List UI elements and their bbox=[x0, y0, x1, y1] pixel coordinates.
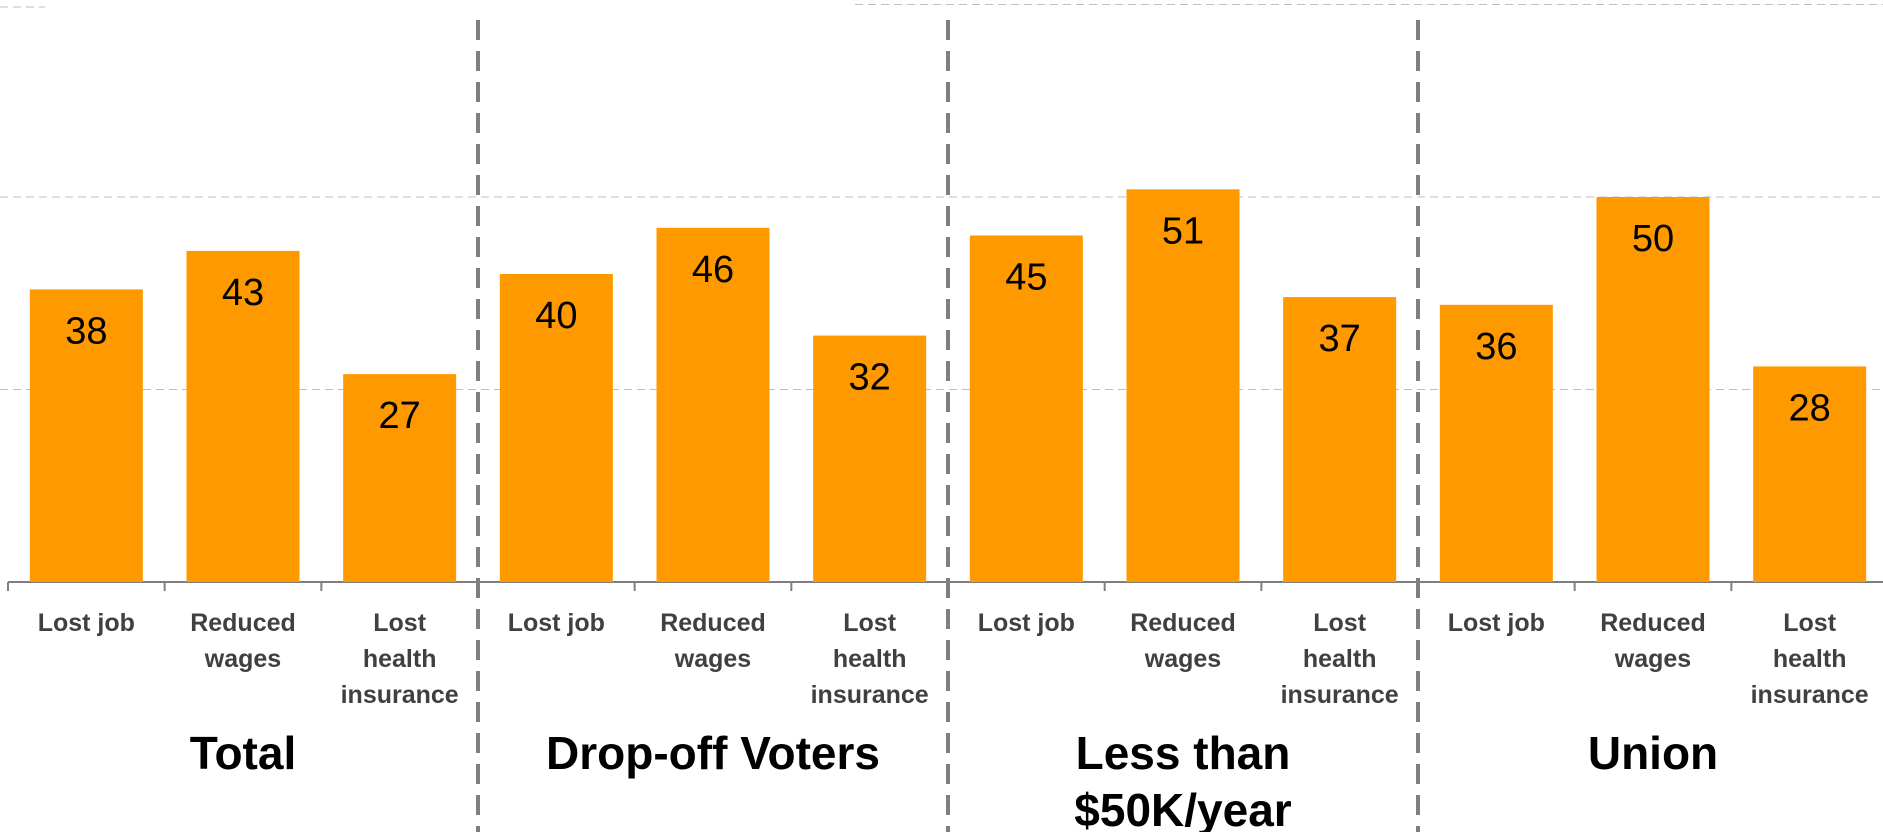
category-label-line: Lost job bbox=[508, 609, 605, 637]
category-label-line: Lost bbox=[843, 609, 896, 637]
category-label: Lost job bbox=[1448, 609, 1545, 637]
group-label: Total bbox=[190, 727, 296, 779]
bar-value-label: 27 bbox=[379, 395, 421, 437]
bar-value-label: 40 bbox=[535, 295, 577, 337]
bar-value-label: 46 bbox=[692, 249, 734, 291]
bar-value-label: 28 bbox=[1789, 387, 1831, 429]
group-label-line: Total bbox=[190, 727, 296, 779]
bar bbox=[29, 289, 143, 582]
group-label: Drop-off Voters bbox=[546, 727, 880, 779]
category-label-line: Reduced bbox=[190, 609, 296, 637]
category-label-line: wages bbox=[674, 645, 751, 673]
bar bbox=[1439, 304, 1553, 582]
category-label: Lost health insurance bbox=[1281, 609, 1399, 709]
bar bbox=[1126, 189, 1240, 583]
bar bbox=[1753, 366, 1867, 582]
category-label-line: insurance bbox=[811, 681, 929, 709]
category-label: Lost health insurance bbox=[341, 609, 459, 709]
category-label: Lost job bbox=[978, 609, 1075, 637]
category-label: Lost job bbox=[508, 609, 605, 637]
group-label-line: Union bbox=[1588, 727, 1718, 779]
bar bbox=[499, 274, 613, 582]
bar bbox=[656, 227, 770, 583]
category-label: Reduced wages bbox=[660, 609, 766, 673]
bar bbox=[969, 235, 1083, 582]
bar-value-label: 45 bbox=[1005, 257, 1047, 299]
category-label-line: Lost bbox=[1783, 609, 1836, 637]
group-label: Less than $50K/year bbox=[1074, 727, 1291, 832]
bar bbox=[1283, 297, 1397, 582]
bar-value-label: 36 bbox=[1475, 326, 1517, 368]
bar-value-label: 51 bbox=[1162, 210, 1204, 252]
category-label-line: Reduced bbox=[660, 609, 766, 637]
bar-value-label: 38 bbox=[65, 310, 107, 352]
category-label-line: Lost bbox=[1313, 609, 1366, 637]
category-label-line: health bbox=[1773, 645, 1847, 673]
category-label-line: Lost job bbox=[1448, 609, 1545, 637]
category-label-line: Lost job bbox=[978, 609, 1075, 637]
category-label-line: Reduced bbox=[1600, 609, 1706, 637]
category-label: Reduced wages bbox=[1130, 609, 1236, 673]
category-label-line: health bbox=[833, 645, 907, 673]
category-label-line: insurance bbox=[1751, 681, 1869, 709]
category-label: Lost health insurance bbox=[811, 609, 929, 709]
bar-value-label: 50 bbox=[1632, 218, 1674, 260]
category-label-line: wages bbox=[1144, 645, 1221, 673]
group-label-line: $50K/year bbox=[1074, 784, 1291, 832]
group-label-line: Drop-off Voters bbox=[546, 727, 880, 779]
bar-value-label: 37 bbox=[1319, 318, 1361, 360]
bar bbox=[1596, 197, 1710, 582]
category-label: Lost job bbox=[38, 609, 135, 637]
bar-value-label: 43 bbox=[222, 272, 264, 314]
category-label: Reduced wages bbox=[190, 609, 296, 673]
bar bbox=[813, 335, 927, 582]
category-label: Reduced wages bbox=[1600, 609, 1706, 673]
category-label-line: Lost bbox=[373, 609, 426, 637]
group-label: Union bbox=[1588, 727, 1718, 779]
category-label-line: insurance bbox=[341, 681, 459, 709]
category-label-line: wages bbox=[204, 645, 281, 673]
category-label-line: Reduced bbox=[1130, 609, 1236, 637]
bar bbox=[343, 374, 457, 582]
bar-value-label: 32 bbox=[849, 357, 891, 399]
category-label-line: Lost job bbox=[38, 609, 135, 637]
bar bbox=[186, 250, 300, 582]
category-label: Lost health insurance bbox=[1751, 609, 1869, 709]
category-label-line: insurance bbox=[1281, 681, 1399, 709]
category-label-line: wages bbox=[1614, 645, 1691, 673]
group-label-line: Less than bbox=[1076, 727, 1291, 779]
category-label-line: health bbox=[363, 645, 437, 673]
category-label-line: health bbox=[1303, 645, 1377, 673]
